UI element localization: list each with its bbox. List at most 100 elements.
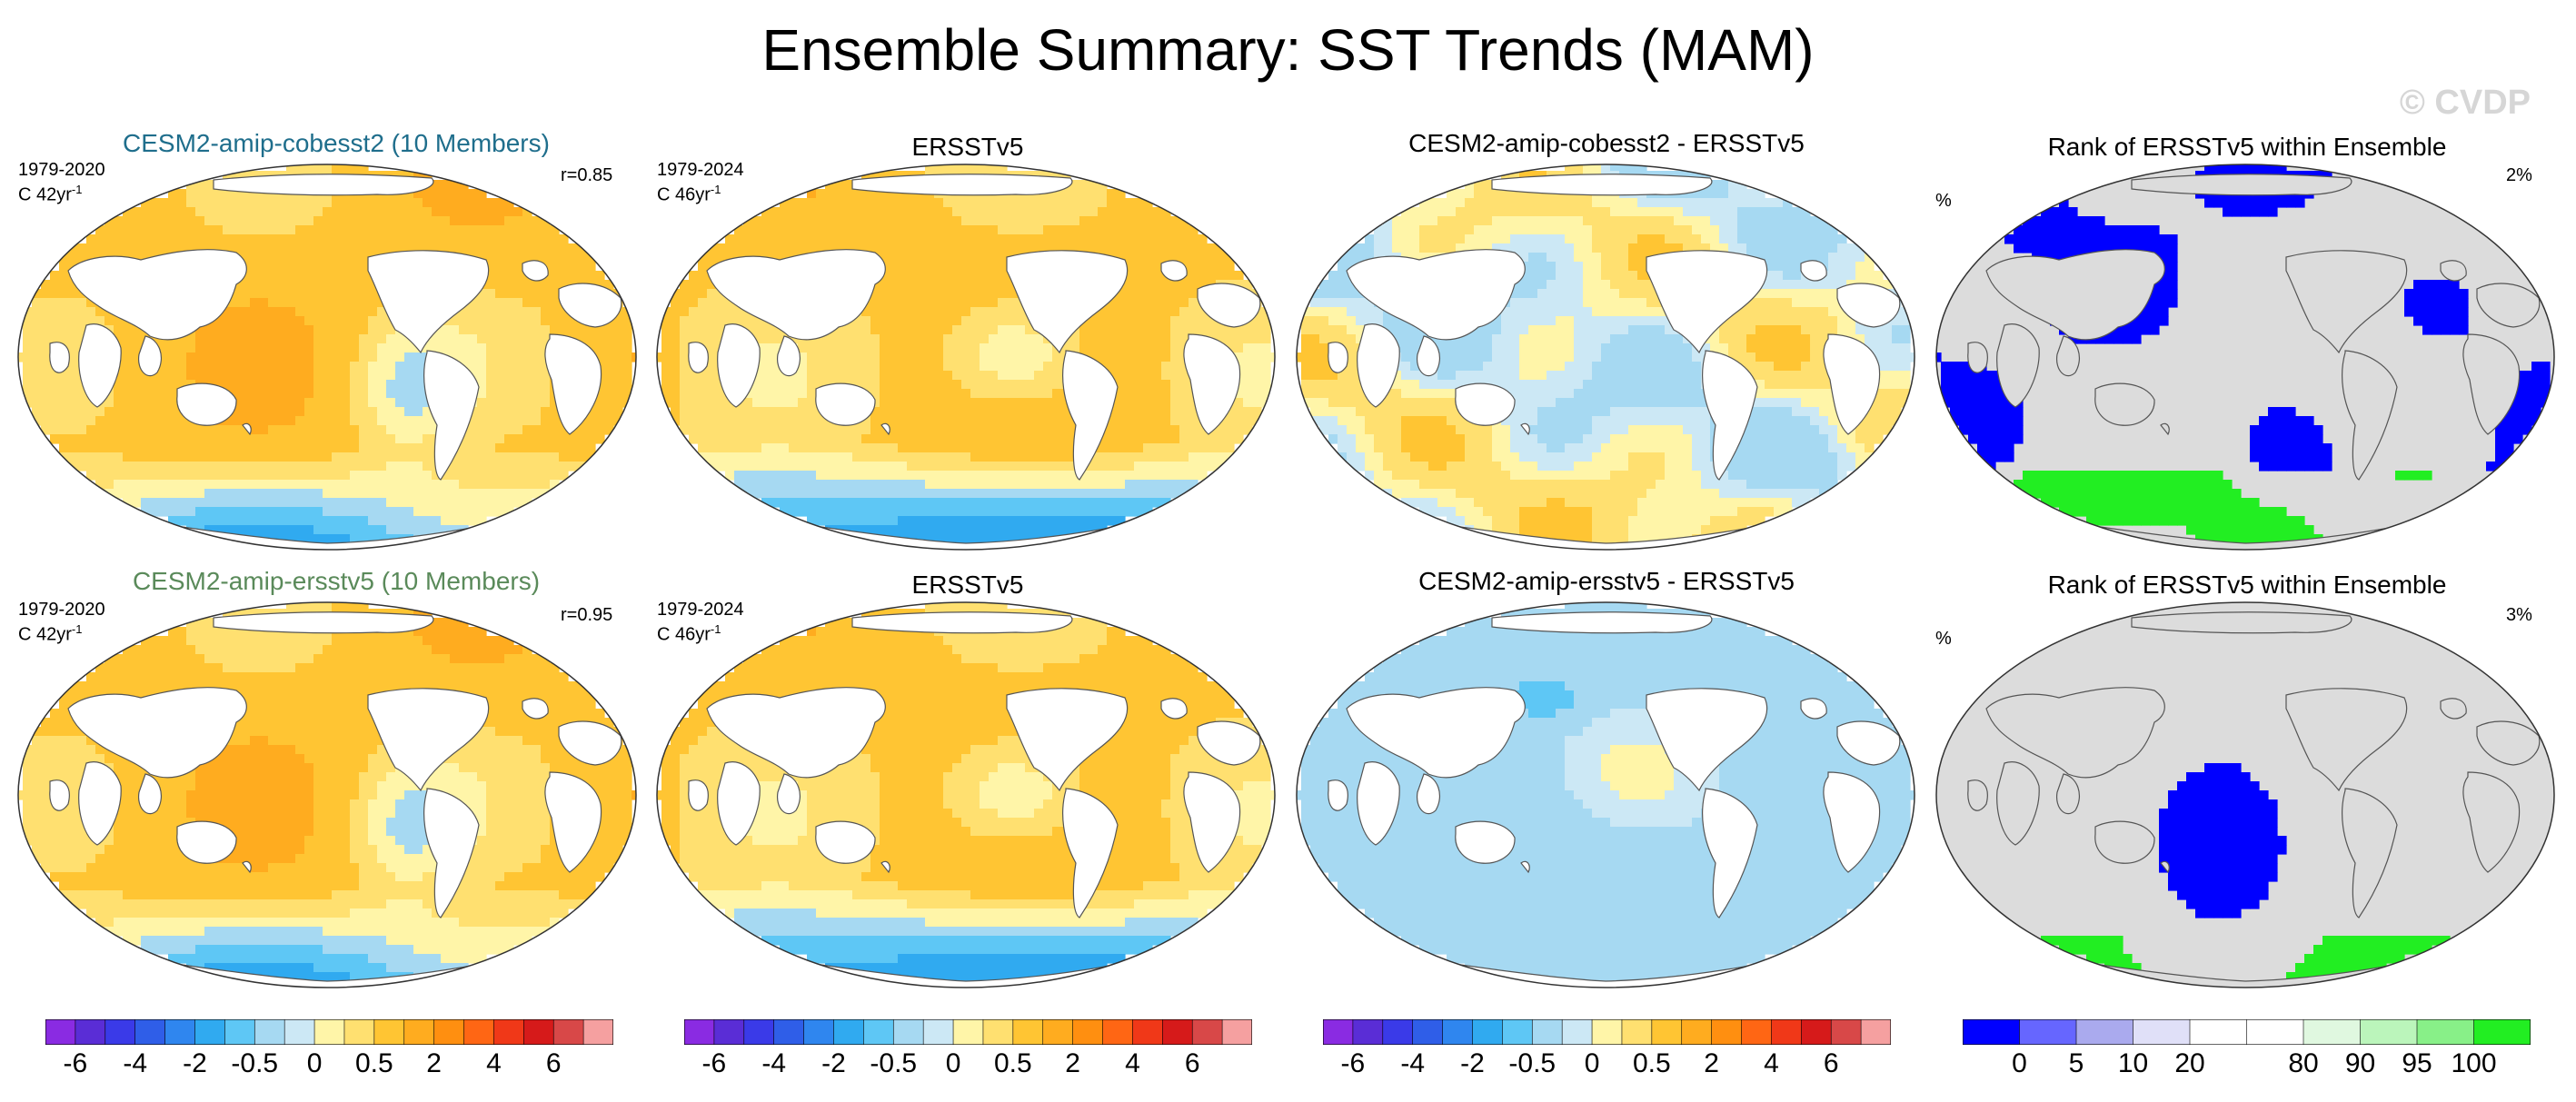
grid-cell bbox=[798, 480, 808, 490]
grid-cell bbox=[95, 462, 105, 472]
grid-cell bbox=[1765, 198, 1775, 208]
grid-cell bbox=[377, 343, 387, 353]
grid-cell bbox=[1619, 216, 1629, 226]
grid-cell bbox=[359, 389, 369, 399]
grid-cell bbox=[843, 489, 853, 499]
grid-cell bbox=[661, 371, 671, 381]
grid-cell bbox=[1783, 207, 1793, 217]
grid-cell bbox=[1701, 171, 1711, 181]
grid-cell bbox=[323, 225, 333, 235]
grid-cell bbox=[250, 407, 260, 417]
grid-cell bbox=[232, 325, 242, 335]
grid-cell bbox=[313, 271, 323, 281]
grid-cell bbox=[350, 434, 360, 444]
grid-cell bbox=[970, 316, 980, 326]
grid-cell bbox=[1189, 253, 1198, 263]
grid-cell bbox=[1043, 371, 1053, 381]
grid-cell bbox=[159, 471, 169, 481]
grid-cell bbox=[934, 334, 944, 344]
grid-cell bbox=[870, 507, 880, 517]
grid-cell bbox=[404, 171, 414, 181]
grid-cell bbox=[550, 243, 560, 253]
grid-cell bbox=[559, 443, 569, 453]
grid-cell bbox=[350, 280, 360, 290]
grid-cell bbox=[798, 225, 808, 235]
grid-cell bbox=[413, 425, 423, 435]
grid-cell bbox=[104, 398, 114, 408]
grid-cell bbox=[386, 325, 396, 335]
grid-cell bbox=[1447, 189, 1457, 199]
grid-cell bbox=[961, 280, 971, 290]
grid-cell bbox=[725, 471, 735, 481]
grid-cell bbox=[970, 343, 980, 353]
grid-cell bbox=[277, 280, 287, 290]
grid-cell bbox=[304, 443, 314, 453]
grid-cell bbox=[423, 243, 433, 253]
grid-cell bbox=[550, 425, 560, 435]
grid-cell bbox=[250, 516, 260, 526]
grid-cell bbox=[268, 398, 278, 408]
grid-cell bbox=[168, 352, 178, 362]
grid-cell bbox=[532, 443, 542, 453]
grid-cell bbox=[1674, 207, 1684, 217]
grid-cell bbox=[825, 489, 835, 499]
grid-cell bbox=[350, 534, 360, 544]
grid-cell bbox=[359, 452, 369, 462]
grid-cell bbox=[368, 298, 378, 308]
grid-cell bbox=[752, 325, 762, 335]
grid-cell bbox=[1225, 325, 1235, 335]
grid-cell bbox=[1052, 216, 1062, 226]
grid-cell bbox=[150, 407, 160, 417]
grid-cell bbox=[1465, 216, 1475, 226]
grid-cell bbox=[250, 216, 260, 226]
grid-cell bbox=[889, 253, 899, 263]
grid-cell bbox=[943, 289, 953, 299]
grid-cell bbox=[980, 489, 990, 499]
grid-cell bbox=[952, 280, 962, 290]
grid-cell bbox=[386, 407, 396, 417]
grid-cell bbox=[1179, 452, 1189, 462]
grid-cell bbox=[998, 225, 1008, 235]
grid-cell bbox=[1134, 507, 1144, 517]
grid-cell bbox=[716, 307, 726, 317]
grid-cell bbox=[1683, 216, 1693, 226]
grid-cell bbox=[970, 407, 980, 417]
grid-cell bbox=[1447, 198, 1457, 208]
grid-cell bbox=[323, 489, 333, 499]
grid-cell bbox=[241, 452, 251, 462]
grid-cell bbox=[852, 207, 862, 217]
grid-cell bbox=[1016, 307, 1026, 317]
grid-cell bbox=[286, 289, 296, 299]
grid-cell bbox=[798, 198, 808, 208]
grid-cell bbox=[286, 243, 296, 253]
grid-cell bbox=[1143, 316, 1153, 326]
grid-cell bbox=[1098, 243, 1108, 253]
grid-cell bbox=[825, 362, 835, 372]
grid-cell bbox=[1016, 443, 1026, 453]
grid-cell bbox=[332, 434, 342, 444]
grid-cell bbox=[295, 325, 305, 335]
grid-cell bbox=[486, 316, 496, 326]
grid-cell bbox=[495, 425, 505, 435]
grid-cell bbox=[304, 371, 314, 381]
grid-cell bbox=[1007, 516, 1017, 526]
grid-cell bbox=[68, 371, 78, 381]
grid-cell bbox=[277, 234, 287, 244]
grid-cell bbox=[1474, 243, 1484, 253]
grid-cell bbox=[250, 471, 260, 481]
grid-cell bbox=[168, 225, 178, 235]
grid-cell bbox=[468, 225, 478, 235]
grid-cell bbox=[41, 352, 51, 362]
grid-cell bbox=[1783, 225, 1793, 235]
grid-cell bbox=[961, 480, 971, 490]
grid-cell bbox=[1134, 425, 1144, 435]
grid-cell bbox=[961, 407, 971, 417]
grid-cell bbox=[1152, 234, 1162, 244]
grid-cell bbox=[1601, 234, 1611, 244]
grid-cell bbox=[304, 271, 314, 281]
grid-cell bbox=[632, 352, 636, 362]
grid-cell bbox=[313, 525, 323, 535]
grid-cell bbox=[843, 516, 853, 526]
grid-cell bbox=[934, 225, 944, 235]
grid-cell bbox=[223, 507, 233, 517]
